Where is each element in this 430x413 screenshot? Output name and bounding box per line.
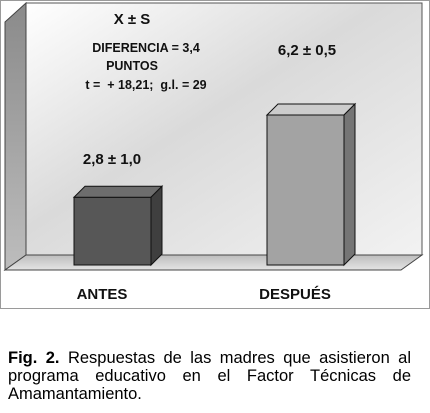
caption-label: Fig. 2. [8, 349, 60, 367]
chart-title: X ± S [114, 11, 151, 28]
value-label-antes: 2,8 ± 1,0 [83, 151, 141, 168]
category-label-despues: DESPUÉS [259, 286, 331, 303]
figure-caption: Fig. 2. Respuestas de las madres que asi… [8, 349, 411, 403]
bars-group [72, 102, 357, 267]
bar-antes-top [72, 185, 164, 198]
bar-chart: X ± S DIFERENCIA = 3,4 PUNTOS t = + 18,2… [0, 0, 430, 309]
annotation-line-2: PUNTOS [106, 59, 158, 73]
annotation-line-1: DIFERENCIA = 3,4 [92, 41, 200, 55]
bar-despues-side [343, 102, 356, 267]
bar-antes [73, 196, 152, 266]
bar-despues-top [265, 103, 357, 116]
side-wall [4, 1, 27, 271]
bar-antes-side [150, 185, 163, 267]
value-label-despues: 6,2 ± 0,5 [278, 42, 336, 59]
annotation-line-3: t = + 18,21; g.l. = 29 [85, 78, 206, 92]
caption-text: Respuestas de las madres que asistieron … [8, 349, 412, 403]
bar-despues [266, 114, 345, 266]
category-label-antes: ANTES [77, 286, 128, 303]
chart-floor [3, 254, 424, 271]
